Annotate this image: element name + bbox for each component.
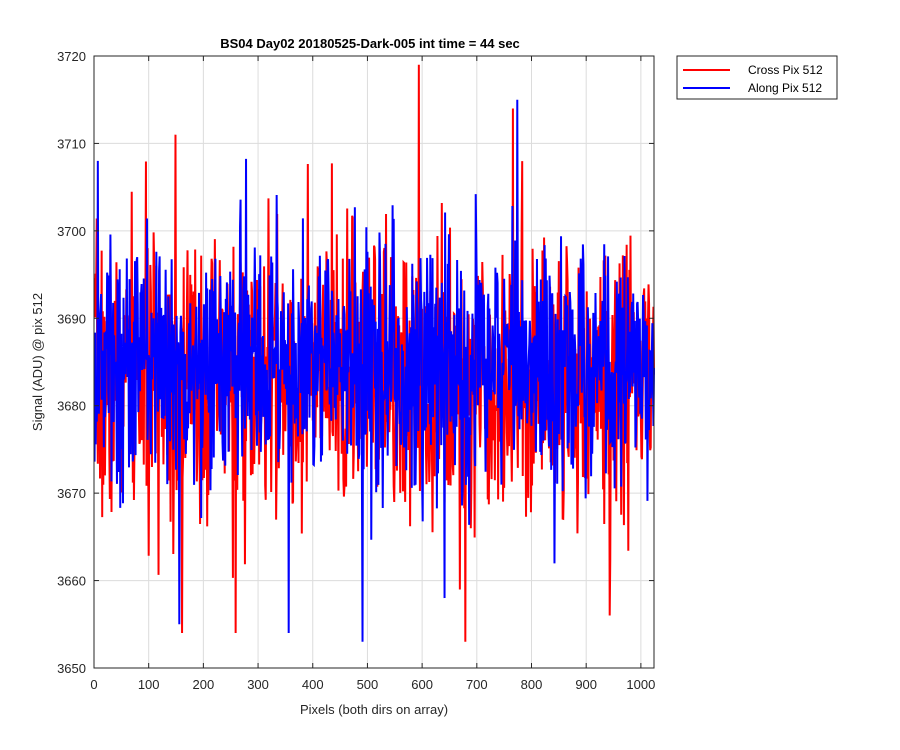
legend: Cross Pix 512 Along Pix 512 bbox=[676, 55, 838, 100]
y-tick-label: 3710 bbox=[57, 136, 86, 151]
legend-label-along: Along Pix 512 bbox=[748, 81, 822, 95]
y-tick-label: 3700 bbox=[57, 224, 86, 239]
y-tick-label: 3670 bbox=[57, 486, 86, 501]
x-axis-label: Pixels (both dirs on array) bbox=[300, 702, 448, 717]
legend-label-cross: Cross Pix 512 bbox=[748, 63, 823, 77]
x-tick-label: 400 bbox=[302, 677, 324, 692]
x-tick-label: 700 bbox=[466, 677, 488, 692]
x-tick-label: 100 bbox=[138, 677, 160, 692]
x-tick-label: 300 bbox=[247, 677, 269, 692]
ticks: 0 100 200 300 400 500 600 700 800 900 1000 3650 3660… bbox=[57, 49, 655, 692]
x-tick-label: 500 bbox=[357, 677, 379, 692]
x-tick-label: 1000 bbox=[626, 677, 655, 692]
y-tick-label: 3690 bbox=[57, 311, 86, 326]
series-line-1 bbox=[93, 99, 655, 642]
plot-frame bbox=[93, 55, 655, 669]
x-tick-label: 200 bbox=[193, 677, 215, 692]
y-tick-label: 3660 bbox=[57, 574, 86, 589]
y-tick-label: 3720 bbox=[57, 49, 86, 64]
series-layer bbox=[93, 64, 655, 642]
y-tick-label: 3650 bbox=[57, 661, 86, 676]
chart-title: BS04 Day02 20180525-Dark-005 int time = … bbox=[220, 36, 520, 51]
y-tick-label: 3680 bbox=[57, 399, 86, 414]
legend-box bbox=[676, 55, 838, 100]
x-tick-label: 900 bbox=[575, 677, 597, 692]
x-tick-label: 0 bbox=[90, 677, 97, 692]
x-tick-label: 800 bbox=[521, 677, 543, 692]
y-axis-label: Signal (ADU) @ pix 512 bbox=[30, 293, 45, 431]
x-tick-label: 600 bbox=[411, 677, 433, 692]
